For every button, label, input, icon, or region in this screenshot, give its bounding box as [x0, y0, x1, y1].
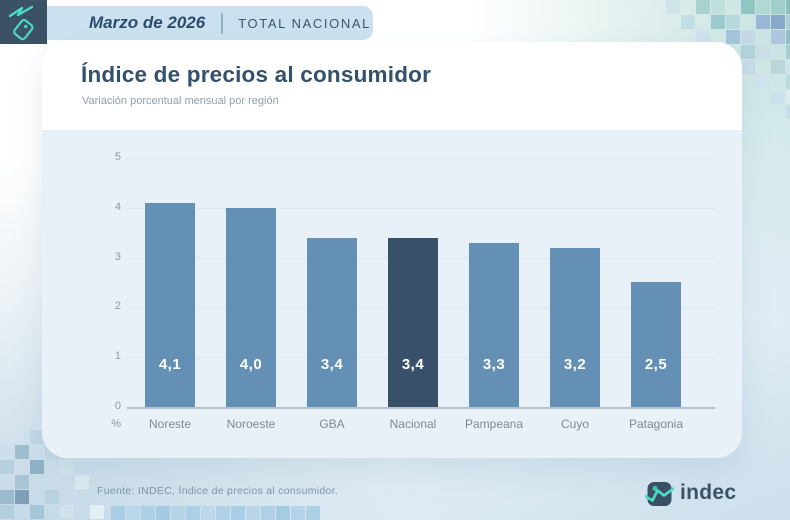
- mosaic-decoration-top-right: [606, 0, 620, 14]
- bar-nacional: 3,4: [388, 238, 438, 407]
- y-tick-label: 4: [114, 201, 121, 213]
- mosaic-decoration-bottom-band: [96, 506, 110, 520]
- band-divider: [221, 12, 224, 34]
- y-tick-label: 1: [114, 350, 121, 362]
- mosaic-decoration-bottom-left: [0, 430, 14, 444]
- bar-value-label: 4,0: [239, 356, 263, 373]
- page-subtitle: Variación porcentual mensual por región: [82, 95, 279, 107]
- bar-noroeste: 4,0: [226, 208, 276, 407]
- x-category-label: Pampeana: [464, 417, 524, 431]
- x-category-label: Noroeste: [226, 417, 276, 431]
- bar-gba: 3,4: [307, 238, 357, 407]
- trend-price-tag-icon: [0, 0, 47, 44]
- report-scope: TOTAL NACIONAL: [238, 15, 371, 31]
- x-axis-baseline: [127, 407, 715, 409]
- x-category-label: Cuyo: [560, 417, 589, 431]
- indec-logo-text: indec: [680, 481, 737, 504]
- bar-patagonia: 2,5: [631, 282, 681, 407]
- bar-value-label: 3,4: [401, 356, 425, 373]
- header-band: Marzo de 2026 TOTAL NACIONAL: [47, 6, 373, 40]
- source-note: Fuente: INDEC, Índice de precios al cons…: [97, 485, 339, 497]
- x-category-label: Patagonia: [628, 417, 684, 431]
- x-category-label: GBA: [319, 417, 345, 431]
- page-title: Índice de precios al consumidor: [81, 62, 432, 87]
- bar-pampeana: 3,3: [469, 243, 519, 407]
- y-tick-label: 5: [114, 151, 121, 163]
- y-axis-unit-label: %: [111, 418, 121, 430]
- y-tick-label: 2: [114, 300, 121, 312]
- bar-value-label: 3,3: [482, 356, 506, 373]
- bar-chart: 0 1 2 3 4 5% 4,1 Noreste 4,0 Noroeste 3,4 GBA 3,4 Nac…: [42, 130, 742, 458]
- bar-value-label: 2,5: [644, 356, 668, 373]
- bar-value-label: 3,4: [320, 356, 344, 373]
- indec-chart-line-icon: [645, 482, 674, 506]
- gridline: [127, 158, 715, 159]
- bar-cuyo: 3,2: [550, 248, 600, 407]
- report-month: Marzo de 2026: [89, 13, 206, 32]
- gridline: [127, 208, 715, 209]
- x-category-label: Noreste: [148, 417, 192, 431]
- bar-noreste: 4,1: [145, 203, 195, 407]
- chart-card: Índice de precios al consumidor Variació…: [42, 42, 742, 458]
- bar-value-label: 3,2: [563, 356, 587, 373]
- indec-logo: indec: [645, 478, 736, 508]
- y-tick-label: 0: [114, 400, 121, 412]
- bar-value-label: 4,1: [158, 356, 182, 373]
- y-tick-label: 3: [114, 251, 121, 263]
- x-category-label: Nacional: [389, 417, 437, 431]
